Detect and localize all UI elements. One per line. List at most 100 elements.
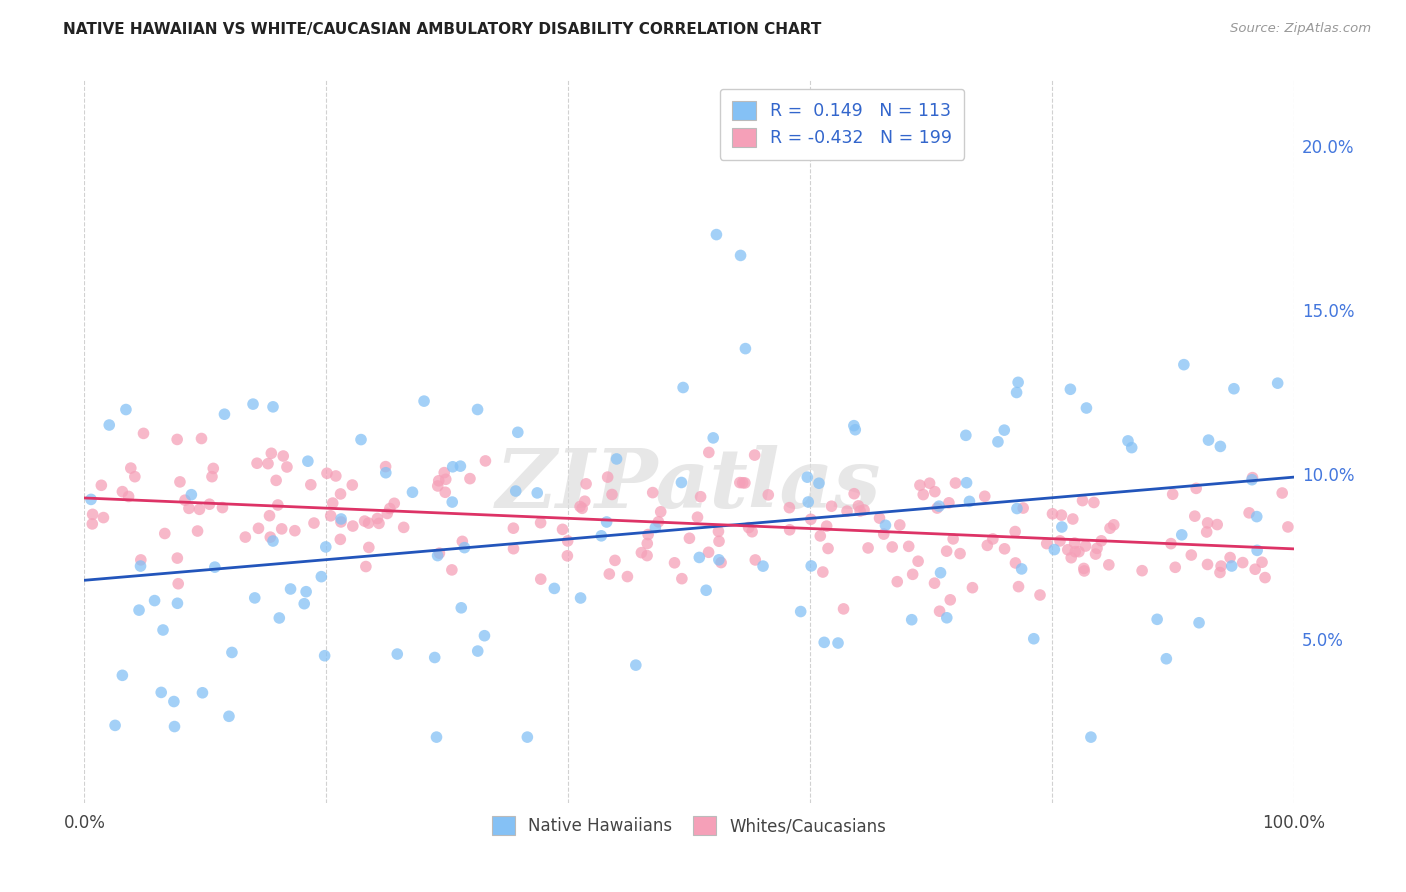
Point: [117, 490, 139, 504]
Point: [269, 611, 291, 625]
Point: [302, 516, 325, 530]
Point: [987, 434, 1010, 449]
Point: [844, 423, 866, 437]
Point: [908, 478, 931, 492]
Point: [1116, 434, 1139, 448]
Point: [120, 461, 142, 475]
Point: [557, 533, 579, 548]
Point: [425, 730, 447, 744]
Point: [842, 418, 865, 433]
Point: [637, 527, 659, 541]
Point: [115, 402, 138, 417]
Point: [942, 532, 965, 546]
Point: [815, 519, 838, 533]
Point: [924, 576, 946, 591]
Point: [707, 553, 730, 567]
Point: [574, 494, 596, 508]
Point: [129, 553, 152, 567]
Point: [569, 500, 592, 514]
Point: [104, 718, 127, 732]
Point: [191, 686, 214, 700]
Point: [526, 486, 548, 500]
Point: [924, 484, 946, 499]
Point: [1005, 501, 1028, 516]
Point: [375, 507, 398, 521]
Point: [1102, 517, 1125, 532]
Point: [1146, 612, 1168, 626]
Point: [949, 547, 972, 561]
Point: [426, 479, 449, 493]
Point: [368, 516, 391, 531]
Point: [1076, 401, 1098, 415]
Point: [1022, 632, 1045, 646]
Point: [928, 604, 950, 618]
Point: [387, 647, 409, 661]
Point: [342, 519, 364, 533]
Point: [630, 546, 652, 560]
Point: [198, 497, 221, 511]
Point: [624, 658, 647, 673]
Point: [1171, 528, 1194, 542]
Point: [150, 685, 173, 699]
Point: [849, 504, 872, 518]
Point: [1188, 615, 1211, 630]
Point: [502, 541, 524, 556]
Point: [664, 556, 686, 570]
Point: [1035, 536, 1057, 550]
Point: [644, 520, 666, 534]
Point: [707, 534, 730, 549]
Point: [900, 613, 922, 627]
Point: [1090, 533, 1112, 548]
Point: [1209, 559, 1232, 574]
Point: [973, 489, 995, 503]
Point: [132, 426, 155, 441]
Point: [962, 581, 984, 595]
Point: [697, 445, 720, 459]
Point: [606, 452, 628, 467]
Point: [180, 488, 202, 502]
Point: [329, 487, 352, 501]
Point: [153, 526, 176, 541]
Point: [678, 531, 700, 545]
Point: [671, 572, 693, 586]
Point: [284, 524, 307, 538]
Point: [204, 560, 226, 574]
Point: [647, 515, 669, 529]
Point: [1062, 512, 1084, 526]
Point: [955, 428, 977, 442]
Point: [596, 470, 619, 484]
Point: [280, 582, 302, 596]
Point: [1251, 555, 1274, 569]
Point: [993, 541, 1015, 556]
Point: [1271, 486, 1294, 500]
Point: [671, 475, 693, 490]
Point: [927, 501, 949, 516]
Point: [506, 425, 529, 440]
Point: [93, 510, 115, 524]
Point: [342, 478, 364, 492]
Point: [1059, 382, 1081, 396]
Point: [697, 545, 720, 559]
Point: [807, 476, 830, 491]
Point: [426, 549, 449, 563]
Point: [1098, 558, 1121, 572]
Point: [315, 540, 337, 554]
Point: [1173, 358, 1195, 372]
Point: [311, 569, 333, 583]
Point: [530, 516, 553, 530]
Point: [190, 432, 212, 446]
Point: [1195, 524, 1218, 539]
Point: [928, 499, 950, 513]
Point: [1130, 564, 1153, 578]
Point: [1197, 516, 1219, 530]
Point: [451, 534, 474, 549]
Point: [641, 485, 664, 500]
Point: [1246, 509, 1268, 524]
Point: [1084, 547, 1107, 561]
Point: [688, 550, 710, 565]
Point: [945, 476, 967, 491]
Point: [901, 567, 924, 582]
Point: [811, 565, 834, 579]
Point: [458, 472, 481, 486]
Text: Source: ZipAtlas.com: Source: ZipAtlas.com: [1230, 22, 1371, 36]
